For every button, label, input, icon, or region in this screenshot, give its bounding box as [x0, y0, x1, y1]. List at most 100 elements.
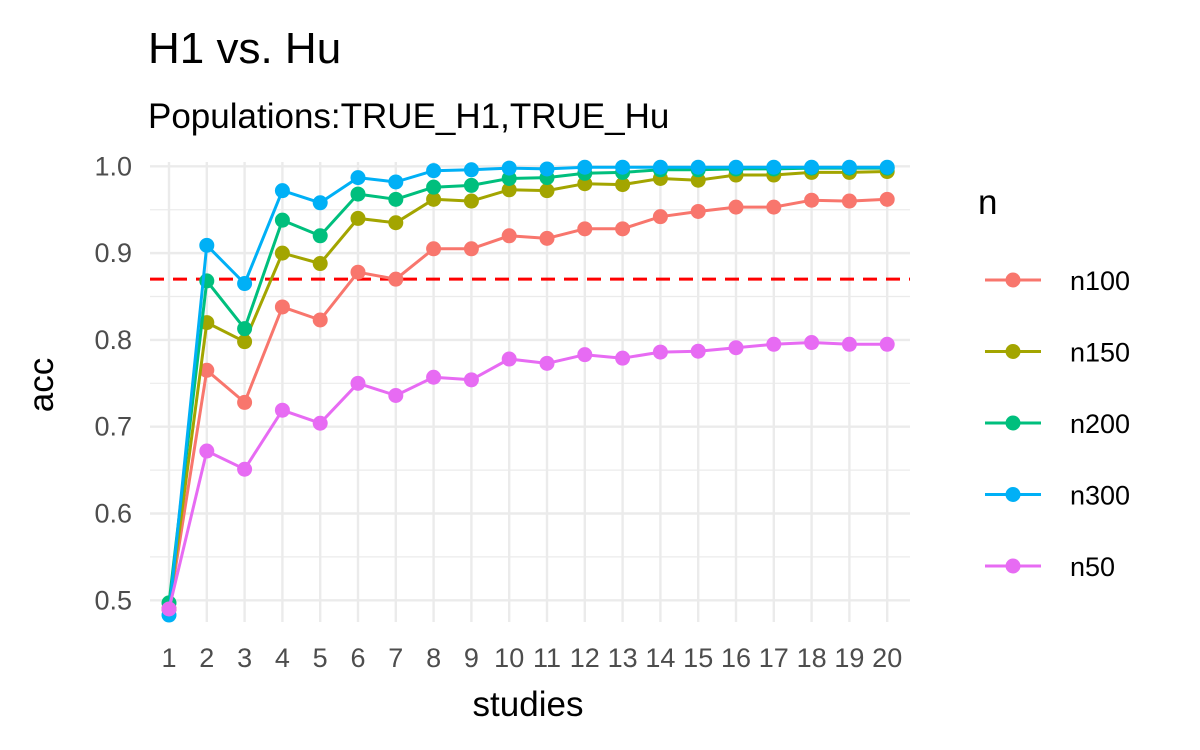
x-tick-label: 20 [872, 643, 902, 673]
data-point [388, 215, 404, 231]
x-tick-label: 12 [570, 643, 600, 673]
data-point [841, 193, 857, 209]
series-line [167, 166, 888, 604]
data-point [463, 177, 479, 193]
legend-key-point [1005, 344, 1021, 359]
x-tick-label: 3 [237, 643, 252, 673]
data-point [237, 394, 253, 410]
y-tick-label: 0.5 [94, 585, 132, 615]
chart-subtitle: Populations:TRUE_H1,TRUE_Hu [148, 97, 669, 136]
y-tick-label: 0.8 [94, 325, 132, 355]
data-point [388, 387, 404, 403]
x-tick-label: 7 [388, 643, 403, 673]
data-point [577, 176, 593, 192]
series-n100 [161, 191, 895, 617]
data-point [199, 443, 215, 459]
y-tick-label: 0.9 [94, 238, 132, 268]
legend-label: n300 [1070, 481, 1130, 511]
x-tick-label: 14 [645, 643, 675, 673]
data-point [350, 210, 366, 226]
data-point [312, 415, 328, 431]
x-tick-labels: 1 2 3 4 5 6 7 8 9 10 11 12 13 14 15 16 17 18 19 20 [161, 643, 902, 673]
data-point [274, 212, 290, 228]
legend-key-point [1005, 415, 1021, 431]
data-point [652, 209, 668, 225]
data-point [804, 159, 820, 175]
legend-key-point [1005, 272, 1021, 288]
x-tick-label: 4 [275, 643, 290, 673]
data-point [463, 372, 479, 388]
x-tick-label: 17 [759, 643, 789, 673]
data-point [804, 335, 820, 351]
data-point [766, 336, 782, 352]
x-tick-label: 6 [350, 643, 365, 673]
y-axis-title: acc [22, 358, 61, 412]
data-point [539, 355, 555, 371]
legend-item-n200: n200 [985, 409, 1130, 439]
plot-grid [150, 162, 910, 622]
y-tick-label: 1.0 [94, 151, 132, 181]
data-point [312, 312, 328, 328]
data-point [728, 340, 744, 356]
data-point [501, 170, 517, 186]
x-tick-label: 11 [533, 643, 561, 673]
y-tick-label: 0.7 [94, 412, 132, 442]
data-point [690, 203, 706, 219]
data-point [615, 159, 631, 175]
x-tick-label: 2 [199, 643, 214, 673]
series-n200 [161, 160, 895, 611]
data-point [879, 336, 895, 352]
data-point [539, 183, 555, 199]
data-point [426, 241, 442, 257]
data-point [350, 186, 366, 202]
data-point [237, 461, 253, 477]
data-point [804, 192, 820, 208]
x-tick-label: 5 [313, 643, 328, 673]
data-point [501, 182, 517, 198]
legend-item-n300: n300 [985, 481, 1130, 511]
legend: n100 n150 n200 n300 n50 [985, 266, 1130, 582]
data-point [312, 256, 328, 272]
series-line [167, 341, 888, 610]
data-point [199, 362, 215, 378]
data-point [237, 276, 253, 292]
data-point [652, 159, 668, 175]
y-tick-labels: 0.5 0.6 0.7 0.8 0.9 1.0 [94, 151, 132, 615]
data-point [841, 159, 857, 175]
data-point [274, 299, 290, 315]
x-tick-label: 9 [464, 643, 479, 673]
x-tick-label: 10 [494, 643, 524, 673]
data-point [161, 601, 177, 617]
data-point [728, 199, 744, 215]
data-point [237, 334, 253, 350]
legend-label: n50 [1070, 552, 1115, 582]
data-point [463, 162, 479, 178]
legend-label: n150 [1070, 338, 1130, 368]
data-point [274, 245, 290, 261]
legend-label: n200 [1070, 409, 1130, 439]
data-point [388, 174, 404, 190]
data-point [388, 271, 404, 287]
data-point [426, 369, 442, 385]
legend-item-n100: n100 [985, 266, 1130, 296]
data-point [463, 241, 479, 257]
legend-title: n [978, 183, 997, 222]
y-tick-label: 0.6 [94, 499, 132, 529]
data-point [539, 161, 555, 177]
series-group [161, 159, 895, 623]
x-tick-label: 8 [426, 643, 441, 673]
data-point [615, 350, 631, 366]
x-tick-label: 16 [721, 643, 751, 673]
x-tick-label: 19 [834, 643, 864, 673]
x-tick-label: 18 [797, 643, 827, 673]
legend-key-point [1005, 487, 1021, 502]
data-point [388, 191, 404, 207]
data-point [577, 159, 593, 175]
data-point [577, 347, 593, 363]
data-point [539, 230, 555, 246]
data-point [577, 221, 593, 237]
data-point [312, 228, 328, 244]
x-tick-label: 1 [161, 643, 176, 673]
data-point [690, 159, 706, 175]
data-point [690, 343, 706, 359]
